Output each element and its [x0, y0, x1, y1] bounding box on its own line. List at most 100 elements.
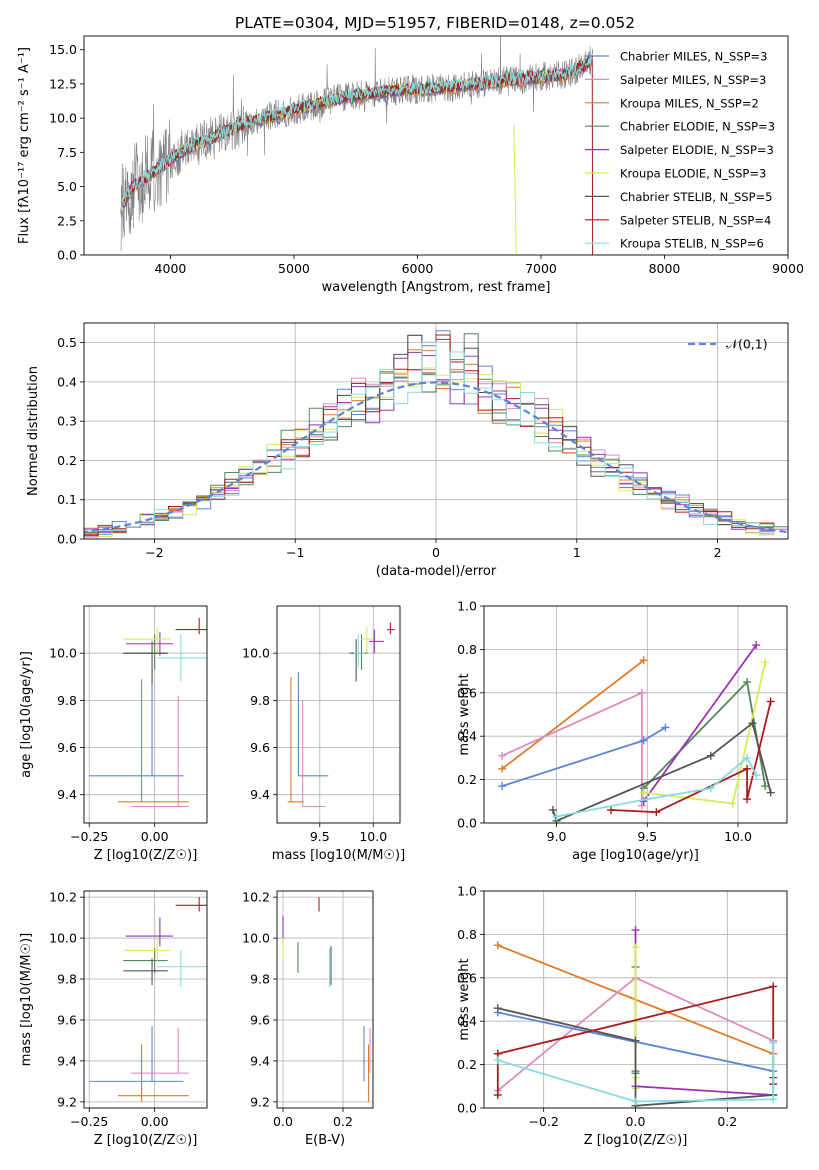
y-tick-label: 0.8: [457, 927, 477, 942]
legend-label: Kroupa ELODIE, N_SSP=3: [620, 167, 766, 181]
y-tick-label: 1.0: [457, 599, 477, 614]
y-tick-label: 10.0: [49, 111, 77, 126]
axes-frame: [276, 890, 374, 1109]
x-axis-label: E(B-V): [305, 1133, 345, 1148]
y-tick-label: 0.0: [57, 532, 77, 547]
y-tick-label: 9.8: [250, 972, 270, 987]
weight-line: [496, 985, 775, 1095]
y-tick-label: 10.2: [242, 890, 270, 905]
panel-weight_vs_age: 9.0 9.5 10.0 0.0 0.2 0.4 0.6 0.8 1.0 age [log10(a…: [457, 599, 788, 863]
y-tick-label: 0.0: [457, 1101, 477, 1116]
y-tick-label: 0.8: [457, 642, 477, 657]
panel-mass_vs_ebv: 0.0 0.2 9.2 9.4 9.6 9.8 10.0 10.2 E(B-V): [242, 890, 374, 1148]
y-tick-label: 9.6: [250, 1012, 270, 1027]
x-tick-label: 0.0: [626, 1114, 646, 1129]
x-tick-label: 9.5: [637, 829, 657, 844]
panel-age_vs_Z: −0.25 0.00 9.4 9.6 9.8 10.0 Z [log10(Z/Z☉)] age…: [19, 605, 208, 863]
axes-frame: [83, 605, 208, 824]
y-tick-label: 10.0: [242, 646, 270, 661]
x-tick-label: −1: [286, 545, 304, 560]
y-tick-label: 10.0: [49, 646, 77, 661]
y-tick-label: 2.5: [57, 213, 77, 228]
x-tick-label: 10.0: [724, 829, 752, 844]
x-axis-label: Z [log10(Z/Z☉)]: [584, 1133, 688, 1148]
y-tick-label: 9.2: [250, 1094, 270, 1109]
legend-label: Salpeter STELIB, N_SSP=4: [620, 213, 771, 227]
y-tick-label: 0.6: [457, 685, 477, 700]
x-tick-label: −0.25: [70, 829, 108, 844]
axes-frame: [276, 605, 401, 824]
y-axis-label: Flux [fλ10⁻¹⁷ erg cm⁻² s⁻¹ A⁻¹]: [17, 47, 32, 244]
y-axis-label: age [log10(age/yr)]: [19, 651, 34, 778]
axes-frame: [483, 605, 788, 824]
x-axis-label: mass [log10(M/M☉)]: [272, 848, 405, 863]
plot-area-mass_vs_ebv: [282, 897, 371, 1102]
y-tick-label: 0.2: [457, 772, 477, 787]
x-tick-label: 9.0: [547, 829, 567, 844]
legend-label: 𝒩(0,1): [726, 337, 768, 352]
figure-title: PLATE=0304, MJD=51957, FIBERID=0148, z=0…: [235, 14, 635, 32]
y-tick-label: 12.5: [49, 76, 77, 91]
gaussian-curve: [84, 381, 788, 534]
y-tick-label: 0.0: [57, 248, 77, 263]
y-tick-label: 9.4: [57, 1053, 77, 1068]
spectrum-model-line: [120, 52, 593, 212]
legend-label: Kroupa STELIB, N_SSP=6: [620, 237, 764, 251]
y-tick-label: 0.4: [57, 374, 77, 389]
x-axis-label: Z [log10(Z/Z☉)]: [94, 1133, 198, 1148]
axes-frame: [83, 890, 208, 1109]
x-tick-label: −0.25: [70, 1114, 108, 1129]
x-tick-label: 0.2: [333, 1114, 353, 1129]
x-tick-label: 9.5: [310, 829, 330, 844]
weight-line: [634, 930, 774, 1096]
weight-line: [497, 1042, 775, 1103]
y-tick-label: 15.0: [49, 42, 77, 57]
y-tick-label: 0.4: [457, 729, 477, 744]
y-axis-label: mass weight: [457, 958, 472, 1040]
x-axis-label: Z [log10(Z/Z☉)]: [94, 848, 198, 863]
legend-label: Chabrier STELIB, N_SSP=5: [620, 190, 772, 204]
y-tick-label: 0.2: [457, 1057, 477, 1072]
panel-residuals: −2 −1 0 1 2 0.0 0.1 0.2 0.3 0.4 0.5 (data-model)/er…: [26, 322, 789, 579]
panel-mass_vs_Z: −0.25 0.00 9.2 9.4 9.6 9.8 10.0 10.2 Z [log10(Z/…: [19, 890, 208, 1148]
axes-frame: [83, 322, 789, 540]
axes-frame: [483, 890, 788, 1109]
x-tick-label: 5000: [278, 261, 310, 276]
x-axis-label: age [log10(age/yr)]: [572, 848, 699, 863]
x-tick-label: 0.00: [141, 829, 169, 844]
y-tick-label: 10.0: [242, 931, 270, 946]
x-tick-label: 1: [573, 545, 581, 560]
x-tick-label: 4000: [155, 261, 187, 276]
legend-label: Salpeter MILES, N_SSP=3: [620, 73, 766, 87]
y-tick-label: 0.2: [57, 453, 77, 468]
x-tick-label: 7000: [525, 261, 557, 276]
panel-age_vs_mass: 9.5 10.0 9.4 9.6 9.8 10.0 mass [log10(M/M☉)]: [242, 605, 405, 863]
weight-line: [501, 659, 645, 770]
y-tick-label: 9.6: [57, 1012, 77, 1027]
plot-area-residuals: [84, 330, 788, 539]
plot-area-weight_vs_age: [498, 641, 775, 823]
y-tick-label: 10.0: [49, 931, 77, 946]
y-tick-label: 10.2: [49, 890, 77, 905]
panel-weight_vs_Z: −0.2 0.0 0.2 0.0 0.2 0.4 0.6 0.8 1.0 Z [log10(Z/Z…: [457, 884, 788, 1148]
y-tick-label: 0.1: [57, 492, 77, 507]
x-tick-label: 9000: [772, 261, 804, 276]
y-tick-label: 9.6: [57, 740, 77, 755]
y-tick-label: 9.4: [250, 1053, 270, 1068]
panel-spectrum: 4000 5000 6000 7000 8000 9000 0.0 2.5 5.0 7.5 10.0…: [17, 35, 804, 295]
x-tick-label: 2: [714, 545, 722, 560]
x-tick-label: 8000: [649, 261, 681, 276]
y-tick-label: 5.0: [57, 179, 77, 194]
legend-label: Salpeter ELODIE, N_SSP=3: [620, 143, 774, 157]
y-tick-label: 0.0: [457, 816, 477, 831]
y-tick-label: 0.5: [57, 335, 77, 350]
y-tick-label: 7.5: [57, 145, 77, 160]
y-axis-label: mass [log10(M/M☉)]: [19, 933, 34, 1066]
plot-area-weight_vs_Z: [493, 926, 778, 1108]
y-tick-label: 9.8: [250, 693, 270, 708]
x-tick-label: −0.2: [529, 1114, 559, 1129]
x-tick-label: 0.00: [141, 1114, 169, 1129]
y-tick-label: 9.2: [57, 1094, 77, 1109]
plot-area-age_vs_mass: [287, 622, 395, 808]
